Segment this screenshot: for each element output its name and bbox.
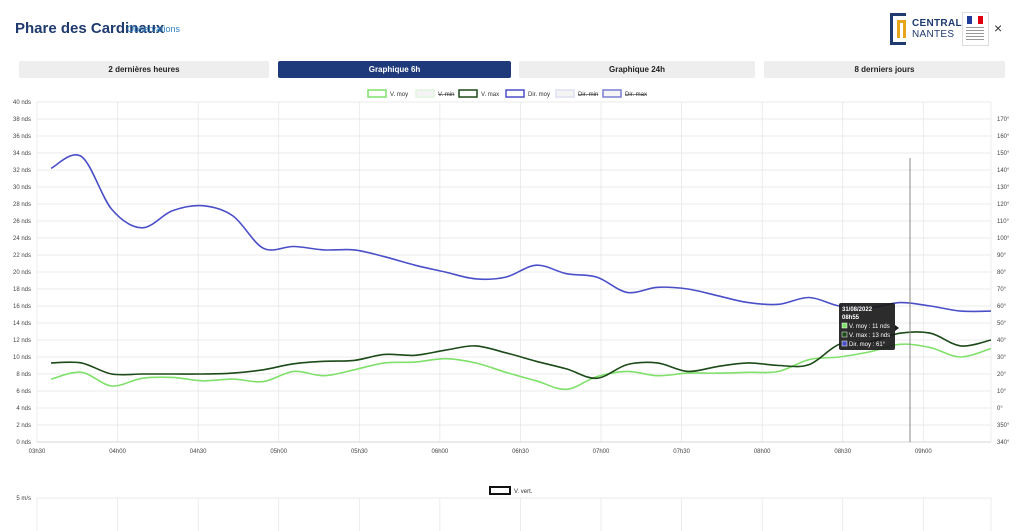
legend-label-dir_moy: Dir. moy [528,92,550,98]
legend-label-v-vert: V. vert. [514,489,533,495]
y-left-tick-label: 2 nds [16,423,31,429]
y-right-tick-label: 350° [997,423,1010,429]
y-right-tick-label: 90° [997,253,1007,259]
series-line-v_max [50,331,992,380]
tab-graphique-6h[interactable]: Graphique 6h [278,61,511,78]
logo-text-line2: NANTES [912,29,955,40]
y-left-tick-label: 14 nds [13,321,31,327]
tooltip-line: Dir. moy : 61° [849,342,886,348]
y-left-tick-label: 34 nds [13,151,31,157]
tooltip-arrow [895,325,899,331]
legend-label-dir_min: Dir. min [578,92,598,98]
vertical-wind-chart[interactable]: V. vert. 5 m/s [0,484,1024,531]
header: Phare des Cardinaux Observations CENTRAL… [0,0,1024,60]
centrale-nantes-logo[interactable]: CENTRALE NANTES [890,13,969,45]
y-left-tick-label: 26 nds [13,219,31,225]
legend-swatch-v_min[interactable] [415,89,435,98]
y-left-tick-label: 22 nds [13,253,31,259]
legend-label-v_moy: V. moy [390,92,408,98]
republique-francaise-logo [962,12,989,46]
y-right-tick-label: 140° [997,168,1010,174]
tooltip-title: 31/08/2022 [842,307,873,313]
y-left-tick-label: 36 nds [13,134,31,140]
x-tick-label: 08h00 [754,449,771,455]
y-left-tick-label: 30 nds [13,185,31,191]
legend-swatch-dir_max[interactable] [602,89,622,98]
tooltip-swatch [841,331,848,338]
y-left-tick-label: 5 m/s [16,496,31,502]
legend-swatch-v_max[interactable] [458,89,478,98]
y-right-tick-label: 120° [997,202,1010,208]
logo-text-line1: CENTRALE [912,18,969,29]
y-right-tick-label: 20° [997,372,1007,378]
y-right-tick-label: 80° [997,270,1007,276]
wind-chart[interactable]: V. moy V. min V. max Dir. moy Dir. min Dir. m… [0,85,1024,460]
legend-label-v_min: V. min [438,92,454,98]
legend-swatch-dir_min[interactable] [555,89,575,98]
x-tick-label: 05h00 [270,449,287,455]
y-left-tick-label: 0 nds [16,440,31,446]
y-right-tick-label: 0° [997,406,1003,412]
x-tick-label: 04h30 [190,449,207,455]
flag-icon [967,16,983,24]
y-right-tick-label: 70° [997,287,1007,293]
y-left-tick-label: 40 nds [13,100,31,106]
tooltip-box [839,303,895,350]
period-tabs: 2 dernières heures Graphique 6h Graphiqu… [19,61,1005,78]
legend-swatch-dir_moy[interactable] [505,89,525,98]
y-left-tick-label: 16 nds [13,304,31,310]
y-left-tick-label: 10 nds [13,355,31,361]
x-tick-label: 03h30 [29,449,46,455]
y-right-tick-label: 100° [997,236,1010,242]
x-tick-label: 07h00 [593,449,610,455]
y-right-tick-label: 50° [997,321,1007,327]
y-right-tick-label: 340° [997,440,1010,446]
legend-label-dir_max: Dir. max [625,92,647,98]
y-left-tick-label: 8 nds [16,372,31,378]
tooltip-swatch [841,340,848,347]
tooltip-line: V. max : 13 nds [849,333,890,339]
tooltip-line: V. moy : 11 nds [849,324,890,330]
y-right-tick-label: 170° [997,117,1010,123]
x-tick-label: 09h00 [915,449,932,455]
tooltip-swatch [841,322,848,329]
tab-graphique-24h[interactable]: Graphique 24h [519,61,755,78]
y-left-tick-label: 32 nds [13,168,31,174]
x-tick-label: 06h30 [512,449,529,455]
page-title: Phare des Cardinaux [15,20,165,37]
y-right-tick-label: 40° [997,338,1007,344]
series-line-dir_moy [50,154,992,313]
y-right-tick-label: 160° [997,134,1010,140]
page-subtitle: Observations [127,24,181,34]
y-right-tick-label: 130° [997,185,1010,191]
y-left-tick-label: 28 nds [13,202,31,208]
logo-mark-icon [890,13,912,45]
tooltip-time: 08h55 [842,315,860,321]
legend-swatch-v-vert[interactable] [489,486,511,495]
x-tick-label: 08h30 [834,449,851,455]
tab-2-dernieres-heures[interactable]: 2 dernières heures [19,61,269,78]
y-left-tick-label: 24 nds [13,236,31,242]
y-right-tick-label: 10° [997,389,1007,395]
legend-swatch-v_moy[interactable] [367,89,387,98]
y-right-tick-label: 30° [997,355,1007,361]
y-left-tick-label: 18 nds [13,287,31,293]
y-left-tick-label: 4 nds [16,406,31,412]
close-button[interactable]: × [994,20,1003,36]
y-right-tick-label: 110° [997,219,1010,225]
legend-label-v_max: V. max [481,92,499,98]
y-left-tick-label: 20 nds [13,270,31,276]
y-left-tick-label: 12 nds [13,338,31,344]
series-line-v_moy [50,343,992,391]
x-tick-label: 07h30 [673,449,690,455]
y-left-tick-label: 6 nds [16,389,31,395]
tab-8-derniers-jours[interactable]: 8 derniers jours [764,61,1005,78]
x-tick-label: 06h00 [432,449,449,455]
y-right-tick-label: 150° [997,151,1010,157]
x-tick-label: 05h30 [351,449,368,455]
x-tick-label: 04h00 [109,449,126,455]
y-left-tick-label: 38 nds [13,117,31,123]
y-right-tick-label: 60° [997,304,1007,310]
